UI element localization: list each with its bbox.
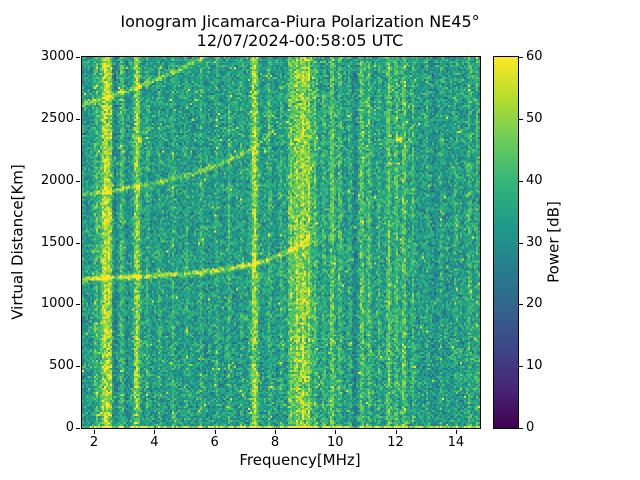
colorbar-tick-mark	[519, 428, 523, 429]
colorbar	[493, 56, 519, 429]
y-tick-mark	[76, 428, 80, 429]
x-tick-mark	[395, 430, 397, 434]
colorbar-gradient-canvas	[494, 57, 518, 428]
y-tick-mark	[76, 366, 80, 368]
x-tick-mark	[154, 430, 156, 434]
y-tick-mark	[76, 118, 80, 120]
x-tick-label: 6	[210, 435, 219, 450]
x-tick-mark	[335, 430, 337, 434]
y-tick-label: 0	[65, 420, 74, 435]
y-tick-mark	[76, 242, 80, 244]
y-tick-mark	[76, 57, 80, 58]
x-tick-label: 12	[387, 435, 404, 450]
chart-subtitle: 12/07/2024-00:58:05 UTC	[196, 31, 404, 50]
colorbar-tick-label: 50	[526, 110, 543, 126]
heatmap-plot-area	[81, 56, 481, 429]
colorbar-tick-label: 40	[526, 172, 543, 188]
y-tick-mark	[76, 180, 80, 182]
colorbar-tick-label: 60	[526, 49, 543, 64]
x-tick-label: 8	[270, 435, 280, 450]
colorbar-label: Power [dB]	[544, 201, 563, 283]
chart-title: Ionogram Jicamarca-Piura Polarization NE…	[120, 12, 480, 31]
x-axis-label: Frequency[MHz]	[239, 451, 361, 469]
colorbar-tick-mark	[519, 118, 523, 120]
ionogram-heatmap-canvas	[82, 57, 480, 428]
x-tick-mark	[214, 430, 216, 434]
y-tick-label: 1000	[40, 296, 74, 312]
x-tick-label: 14	[447, 435, 465, 450]
colorbar-tick-label: 20	[526, 296, 543, 312]
y-tick-label: 2500	[40, 110, 74, 126]
colorbar-tick-mark	[519, 366, 523, 368]
x-tick-mark	[455, 430, 457, 434]
x-tick-label: 2	[89, 435, 99, 450]
colorbar-tick-mark	[519, 304, 523, 306]
colorbar-tick-label: 30	[526, 234, 543, 250]
x-tick-mark	[274, 430, 276, 434]
y-tick-label: 3000	[40, 49, 74, 64]
y-tick-label: 500	[49, 358, 74, 374]
colorbar-tick-mark	[519, 57, 523, 58]
y-axis-label: Virtual Distance[Km]	[8, 164, 27, 320]
y-tick-label: 2000	[40, 172, 74, 188]
x-tick-mark	[94, 430, 96, 434]
x-tick-label: 4	[150, 435, 159, 450]
colorbar-tick-label: 10	[526, 358, 543, 374]
y-tick-mark	[76, 304, 80, 306]
colorbar-tick-label: 0	[526, 420, 535, 435]
x-tick-label: 10	[326, 435, 344, 450]
colorbar-tick-mark	[519, 180, 523, 182]
y-tick-label: 1500	[40, 234, 74, 250]
colorbar-tick-mark	[519, 242, 523, 244]
